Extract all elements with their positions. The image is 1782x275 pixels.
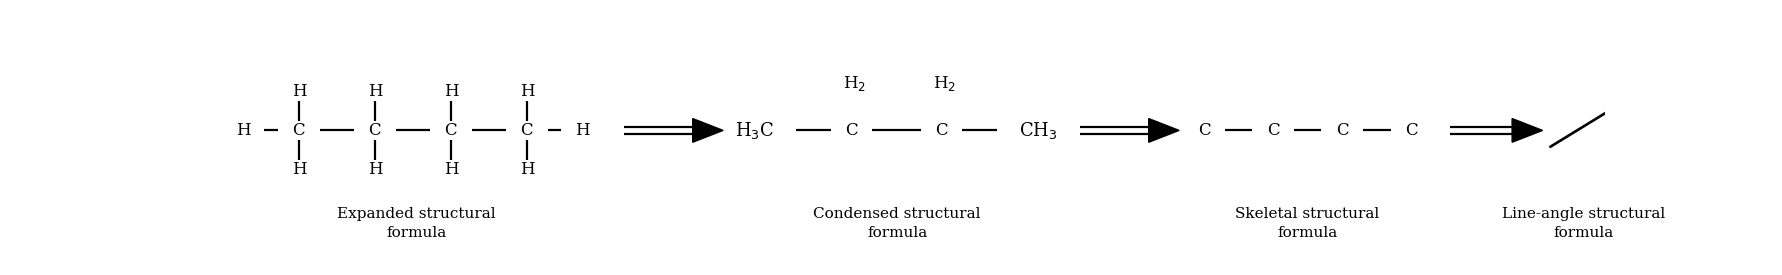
Text: H: H <box>367 161 381 178</box>
Text: C: C <box>1404 122 1417 139</box>
Polygon shape <box>1148 119 1178 142</box>
Text: CH$_3$: CH$_3$ <box>1018 120 1057 141</box>
Text: H: H <box>292 83 307 100</box>
Polygon shape <box>1511 119 1541 142</box>
Text: Expanded structural
formula: Expanded structural formula <box>337 207 495 240</box>
Text: H: H <box>519 161 535 178</box>
Text: Skeletal structural
formula: Skeletal structural formula <box>1235 207 1379 240</box>
Text: C: C <box>369 122 381 139</box>
Text: H$_2$: H$_2$ <box>932 74 955 93</box>
Text: H: H <box>367 83 381 100</box>
Text: H: H <box>444 161 458 178</box>
Text: H: H <box>519 83 535 100</box>
Text: H: H <box>444 83 458 100</box>
Text: C: C <box>1198 122 1210 139</box>
Text: C: C <box>1335 122 1347 139</box>
Text: C: C <box>845 122 857 139</box>
Text: C: C <box>520 122 533 139</box>
Text: H$_3$C: H$_3$C <box>734 120 773 141</box>
Text: Line-angle structural
formula: Line-angle structural formula <box>1502 207 1664 240</box>
Text: C: C <box>292 122 305 139</box>
Text: C: C <box>934 122 948 139</box>
Text: Condensed structural
formula: Condensed structural formula <box>813 207 980 240</box>
Text: H: H <box>292 161 307 178</box>
Text: H$_2$: H$_2$ <box>843 74 866 93</box>
Polygon shape <box>691 119 723 142</box>
Text: C: C <box>1265 122 1279 139</box>
Text: C: C <box>444 122 456 139</box>
Text: H: H <box>574 122 590 139</box>
Text: H: H <box>237 122 251 139</box>
